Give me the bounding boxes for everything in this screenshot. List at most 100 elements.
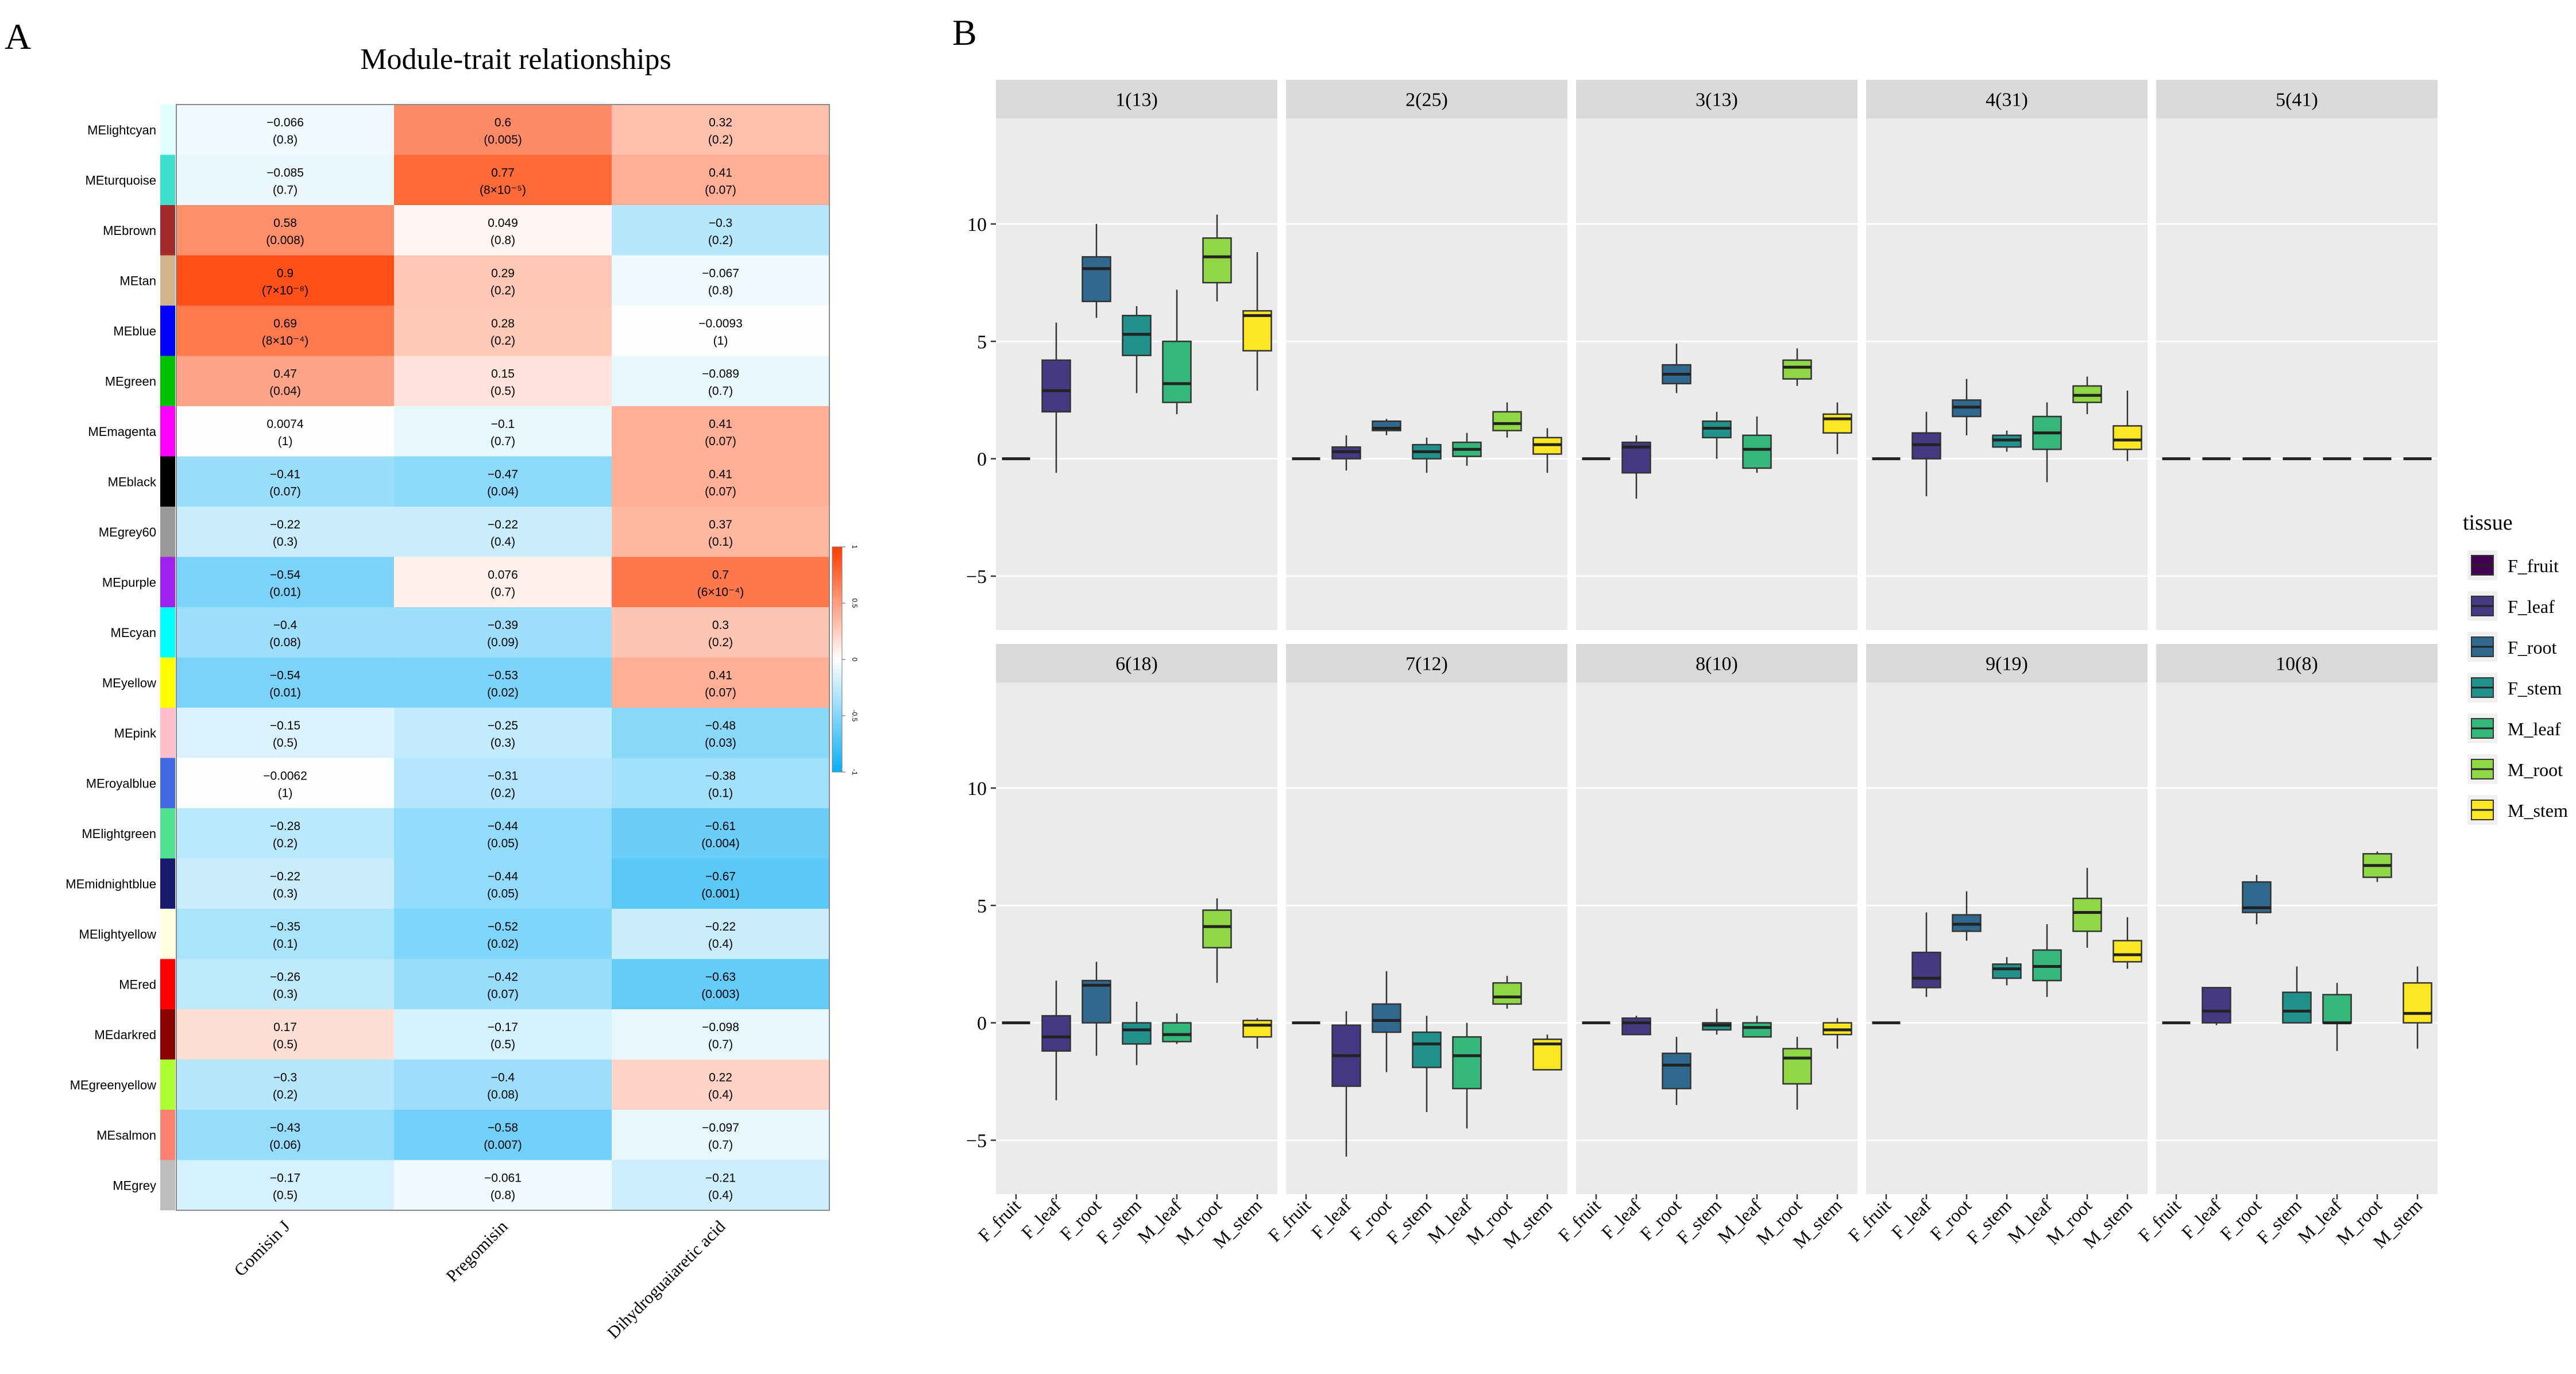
cell-pvalue: (0.05) [487, 837, 519, 850]
heatmap-cell [612, 155, 829, 205]
box-F_stem [1992, 430, 2022, 452]
cell-correlation: −0.58 [488, 1121, 518, 1134]
cell-correlation: −0.098 [702, 1021, 739, 1034]
module-row-label: MEmagenta [88, 424, 156, 439]
legend-title: tissue [2463, 511, 2513, 535]
heatmap-cell [612, 557, 829, 607]
heatmap-cell [394, 909, 612, 959]
box-M_stem [2112, 391, 2142, 461]
heatmap-cell [176, 205, 394, 256]
heatmap-cell [176, 356, 394, 406]
heatmap-cell [394, 808, 612, 859]
facet-strip [2156, 644, 2438, 682]
cell-correlation: −0.47 [488, 468, 518, 481]
x-tick-label: F_leaf [1887, 1195, 1936, 1243]
cell-correlation: 0.049 [488, 217, 518, 230]
cell-pvalue: (0.3) [273, 535, 298, 549]
heatmap-cell [176, 708, 394, 758]
box-M_root [1492, 402, 1522, 438]
x-tick-label: F_stem [1673, 1195, 1725, 1248]
box-M_root [1202, 898, 1232, 983]
x-tick-label: F_stem [2253, 1195, 2305, 1248]
module-row-label: MEtan [119, 273, 156, 288]
y-tick-label: 10 [967, 214, 987, 236]
cell-correlation: 0.076 [488, 568, 518, 581]
cell-correlation: 0.29 [491, 267, 515, 280]
cell-correlation: 0.6 [495, 116, 511, 129]
module-row-label: MEred [119, 977, 156, 991]
box-M_leaf [1162, 1013, 1192, 1044]
cell-correlation: −0.3 [273, 1071, 297, 1084]
box-body [2072, 897, 2102, 932]
box-body [1492, 411, 1522, 431]
heatmap-cell [394, 105, 612, 155]
cell-correlation: −0.22 [705, 920, 736, 933]
cell-correlation: 0.15 [491, 367, 515, 380]
box-M_leaf [1742, 416, 1772, 473]
box-body [1162, 1022, 1192, 1043]
box-F_leaf [1331, 435, 1361, 471]
facet-plot-area [1866, 118, 2148, 630]
module-color-swatch [160, 255, 175, 306]
box-F_stem [1702, 411, 1732, 459]
cell-correlation: −0.17 [270, 1171, 300, 1184]
facet-label: 10(8) [2276, 654, 2318, 675]
facet-label: 6(18) [1115, 654, 1158, 675]
heatmap-cell [176, 959, 394, 1009]
box-M_leaf [1742, 1016, 1772, 1038]
box-body [1242, 1020, 1272, 1038]
cell-correlation: 0.17 [273, 1021, 297, 1034]
cell-pvalue: (0.5) [273, 736, 298, 750]
facet-panel: 1(13) [996, 80, 1277, 630]
heatmap-border [176, 104, 830, 1211]
box-body [2112, 425, 2142, 450]
box-F_leaf [1911, 912, 1941, 997]
cell-correlation: −0.061 [484, 1171, 522, 1184]
cell-pvalue: (0.4) [491, 535, 515, 549]
heatmap-cell [176, 155, 394, 205]
box-body [1082, 256, 1111, 303]
module-color-swatch [160, 356, 175, 406]
heatmap-cell [394, 758, 612, 808]
cell-pvalue: (0.02) [487, 937, 519, 951]
colorbar-tick-label: -1 [851, 769, 859, 775]
cell-correlation: 0.77 [491, 166, 515, 179]
cell-correlation: −0.48 [705, 719, 736, 732]
cell-pvalue: (0.07) [705, 183, 736, 196]
facet-strip [996, 644, 1277, 682]
cell-pvalue: (0.008) [266, 234, 304, 247]
module-color-swatch [160, 406, 175, 457]
cell-pvalue: (0.2) [491, 334, 515, 348]
heatmap-cell [176, 858, 394, 909]
cell-pvalue: (0.003) [701, 987, 740, 1001]
heatmap-cell [612, 708, 829, 758]
box-body [2322, 994, 2352, 1024]
heatmap-cell [612, 356, 829, 406]
box-body [2282, 991, 2312, 1024]
cell-correlation: −0.25 [488, 719, 518, 732]
heatmap-cell [612, 808, 829, 859]
box-body [1242, 310, 1272, 352]
y-tick-label: 10 [967, 778, 987, 800]
cell-correlation: 0.41 [709, 418, 732, 431]
cell-correlation: −0.4 [491, 1071, 515, 1084]
module-row-label: MEgrey [113, 1178, 156, 1192]
facet-plot-area [1286, 118, 1567, 630]
cell-pvalue: (0.8) [708, 284, 733, 297]
heatmap-cell [176, 1009, 394, 1060]
heatmap-cell [394, 708, 612, 758]
cell-pvalue: (0.09) [487, 636, 519, 649]
box-M_leaf [1452, 433, 1482, 466]
facet-strip [1866, 80, 2148, 118]
box-body [1082, 979, 1111, 1024]
box-body [1122, 1022, 1152, 1045]
cell-pvalue: (0.07) [269, 485, 301, 498]
cell-correlation: 0.69 [273, 317, 297, 330]
cell-pvalue: (0.1) [273, 937, 298, 951]
cell-correlation: −0.54 [270, 669, 300, 682]
module-row-label: MElightyellow [79, 927, 157, 941]
box-F_stem [1122, 306, 1152, 393]
module-color-swatch [160, 959, 175, 1009]
box-body [1162, 341, 1192, 403]
